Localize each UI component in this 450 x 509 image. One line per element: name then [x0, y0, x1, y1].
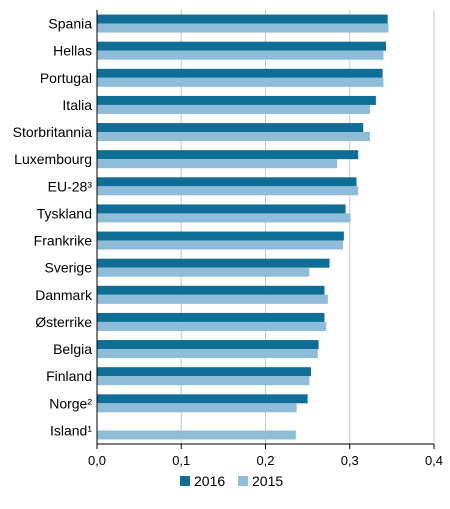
- bar-2016: [97, 68, 383, 78]
- category-label: Finland: [46, 368, 92, 384]
- bar-2016: [97, 394, 308, 404]
- bar-2015: [97, 213, 351, 223]
- bar-2016: [97, 258, 330, 268]
- legend: 2016 2015: [180, 473, 283, 489]
- category-label: Hellas: [53, 43, 92, 59]
- category-label: Italia: [62, 97, 92, 113]
- bar-2015: [97, 321, 327, 331]
- category-label: Østerrike: [35, 314, 92, 330]
- bar-2016: [97, 204, 346, 214]
- bar-2016: [97, 41, 386, 51]
- category-label: Luxembourg: [14, 151, 92, 167]
- bar-2016: [97, 340, 319, 350]
- x-tick-label: 0,4: [425, 453, 443, 468]
- legend-swatch-2016: [180, 476, 190, 486]
- category-label: Danmark: [35, 287, 93, 303]
- category-label: Belgia: [53, 341, 92, 357]
- bar-2015: [97, 403, 297, 413]
- bar-2016: [97, 285, 325, 295]
- bar-2015: [97, 159, 338, 169]
- bar-2015: [97, 376, 310, 386]
- bar-2015: [97, 50, 384, 60]
- category-label: Sverige: [45, 260, 93, 276]
- legend-label-2015: 2015: [252, 473, 283, 489]
- legend-label-2016: 2016: [194, 473, 225, 489]
- category-label: Portugal: [40, 70, 92, 86]
- category-label: Norge²: [49, 395, 92, 411]
- bar-2016: [97, 312, 325, 322]
- x-axis: 0,0 0,1 0,2 0,3 0,4: [88, 10, 443, 468]
- x-tick-label: 0,1: [172, 453, 190, 468]
- bar-2015: [97, 186, 359, 196]
- legend-swatch-2015: [238, 476, 248, 486]
- category-labels: Spania Hellas Portugal Italia Storbritannia L…: [13, 16, 93, 439]
- bar-2016: [97, 14, 388, 24]
- category-label: Storbritannia: [13, 124, 93, 140]
- bar-2015: [97, 132, 370, 142]
- category-label: Tyskland: [37, 205, 92, 221]
- bar-2016: [97, 123, 364, 133]
- bar-2015: [97, 267, 310, 277]
- bars: [97, 14, 389, 440]
- bar-2015: [97, 430, 296, 440]
- bar-2016: [97, 177, 357, 187]
- bar-2015: [97, 349, 318, 359]
- bar-2016: [97, 367, 311, 377]
- x-tick-label: 0,3: [341, 453, 359, 468]
- category-label: EU-28³: [48, 178, 93, 194]
- x-tick-label: 0,0: [88, 453, 106, 468]
- bar-2016: [97, 95, 376, 105]
- category-label: Spania: [48, 16, 92, 32]
- bar-2015: [97, 77, 384, 87]
- x-tick-label: 0,2: [256, 453, 274, 468]
- bar-2016: [97, 150, 359, 160]
- category-label: Island¹: [50, 422, 92, 438]
- bar-2015: [97, 240, 344, 250]
- bar-2015: [97, 104, 370, 114]
- bar-2015: [97, 23, 389, 33]
- bar-2015: [97, 294, 328, 304]
- category-label: Frankrike: [34, 233, 93, 249]
- bar-2016: [97, 231, 344, 241]
